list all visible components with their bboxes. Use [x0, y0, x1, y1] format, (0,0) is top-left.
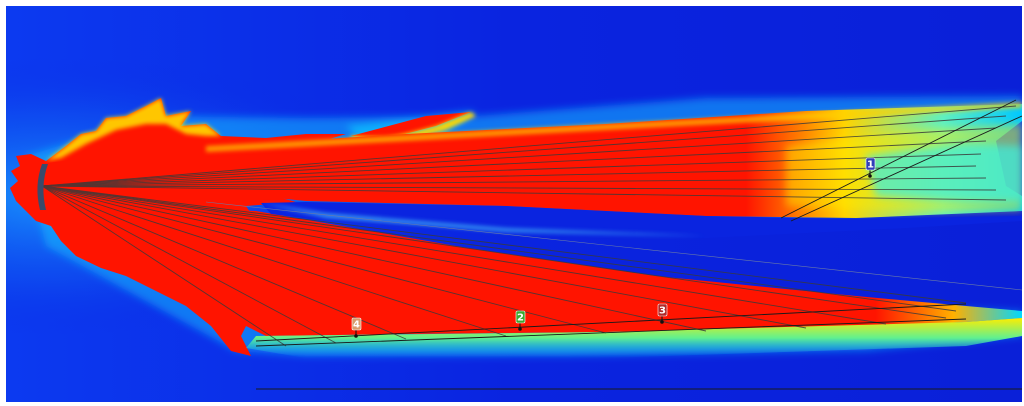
marker-3[interactable]: 3: [657, 303, 668, 324]
upper-beam-top-edge: [206, 102, 1022, 152]
ray-line: [41, 185, 997, 191]
marker-dot: [660, 320, 664, 324]
ray-line: [41, 185, 1007, 201]
marker-dot: [868, 174, 872, 178]
marker-badge: [657, 303, 668, 317]
source-edge: [46, 98, 221, 161]
marker-label: 1: [867, 160, 874, 171]
marker-label: 4: [353, 320, 360, 331]
simulation-viewport[interactable]: 1 2 3 4: [6, 6, 1022, 402]
measurement-lines: [205, 99, 1022, 390]
ray-line: [41, 185, 407, 340]
ray-line: [41, 185, 287, 347]
ray-line: [41, 185, 807, 329]
ray-line: [41, 153, 982, 187]
ray-line: [41, 185, 887, 325]
marker-dot: [518, 327, 522, 331]
radiation-field-plot[interactable]: 1 2 3 4: [6, 6, 1022, 402]
upper-beam-tail-cyan: [866, 144, 1022, 201]
marker-badge: [865, 157, 876, 171]
lower-beam: [46, 201, 1022, 336]
ray-line: [41, 185, 957, 312]
ray-line: [41, 140, 987, 187]
ray-line: [41, 185, 967, 304]
marker-badge: [515, 310, 526, 324]
marker-2[interactable]: 2: [515, 310, 526, 331]
ray-line: [41, 185, 707, 332]
lower-beam-edge: [246, 318, 1022, 358]
side-lobe: [351, 112, 471, 139]
ray-lines: [41, 105, 1017, 347]
marker-4[interactable]: 4: [351, 317, 362, 338]
beam-gap: [261, 202, 1022, 238]
beam-gap-highlight: [261, 203, 706, 236]
marker-badge: [351, 317, 362, 331]
ray-line: [41, 177, 987, 187]
ray-line: [41, 185, 947, 319]
source-emitter[interactable]: [37, 164, 48, 210]
ray-line: [41, 185, 337, 344]
marker-1[interactable]: 1: [865, 157, 876, 178]
marker-dot: [354, 334, 358, 338]
ray-line: [41, 165, 977, 187]
ray-line: [41, 185, 507, 337]
markers-layer: 1 2 3 4: [351, 157, 876, 338]
ray-line: [41, 105, 1017, 187]
ray-line: [41, 185, 607, 334]
marker-label: 3: [659, 306, 666, 317]
marker-label: 2: [517, 313, 524, 324]
ray-line: [41, 127, 997, 187]
ray-line: [41, 115, 1007, 187]
